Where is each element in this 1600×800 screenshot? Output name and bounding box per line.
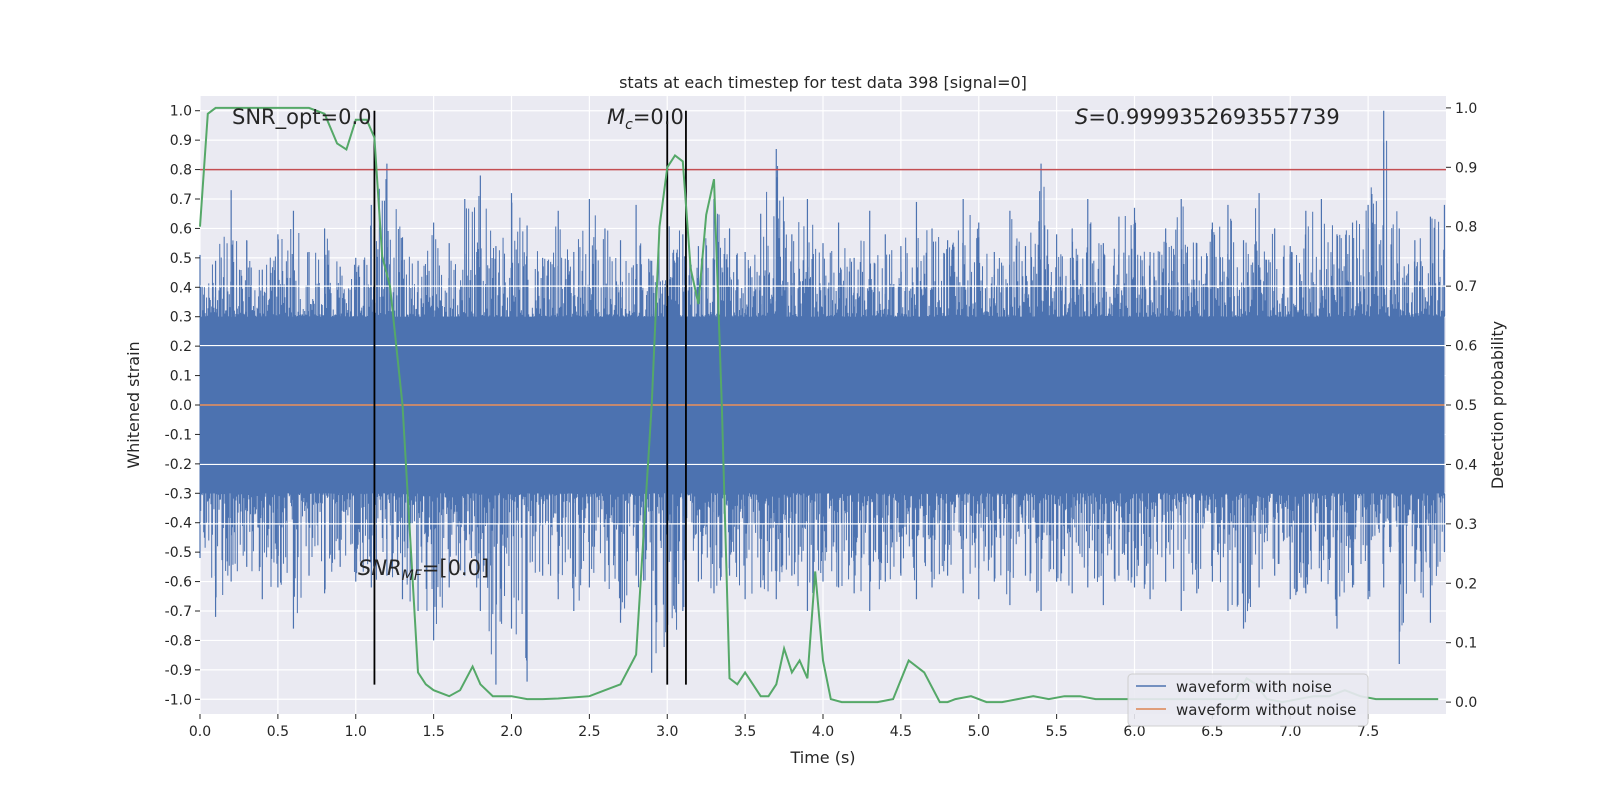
x-axis-ticks: 0.0 0.5 1.0 1.5 2.0 2.5 3.0 3.5 4.0 4.5 5.0 5.5 6.0 6… (189, 714, 1379, 740)
y-axis-left-ticks: 1.0 0.9 0.8 0.7 0.6 0.5 0.4 0.3 0.2 0.1 0.0 -0.1 -0.… (165, 104, 200, 708)
x-tick-label: 4.0 (812, 724, 834, 740)
y-right-tick-label: 0.8 (1455, 220, 1477, 236)
y-tick-label: -0.9 (165, 663, 192, 679)
y-tick-label: -0.6 (165, 575, 192, 591)
y-right-tick-label: 0.1 (1455, 636, 1477, 652)
y-tick-label: -0.2 (165, 457, 192, 473)
y-tick-label: 0.6 (170, 221, 192, 237)
y-right-tick-label: 0.0 (1455, 695, 1477, 711)
x-tick-label: 3.5 (734, 724, 756, 740)
y-tick-label: -0.7 (165, 604, 192, 620)
x-tick-label: 0.0 (189, 724, 211, 740)
x-tick-label: 1.5 (422, 724, 444, 740)
legend-label-clean: waveform without noise (1176, 701, 1356, 719)
y-right-tick-label: 0.2 (1455, 576, 1477, 592)
y-tick-label: -0.4 (165, 516, 192, 532)
x-tick-label: 0.5 (267, 724, 289, 740)
chart-title: stats at each timestep for test data 398… (619, 73, 1027, 92)
x-tick-label: 3.0 (656, 724, 678, 740)
y-tick-label: 0.4 (170, 280, 192, 296)
x-tick-label: 6.0 (1123, 724, 1145, 740)
y-tick-label: -0.1 (165, 427, 192, 443)
x-tick-label: 2.5 (578, 724, 600, 740)
y-tick-label: 0.2 (170, 339, 192, 355)
x-tick-label: 7.0 (1279, 724, 1301, 740)
annotation-snr-opt: SNR_opt=0.0 (232, 105, 372, 130)
legend-label-noise: waveform with noise (1176, 678, 1332, 696)
y-right-tick-label: 0.7 (1455, 279, 1477, 295)
y-tick-label: 0.1 (170, 369, 192, 385)
y-right-tick-label: 0.9 (1455, 160, 1477, 176)
y-tick-label: 0.3 (170, 310, 192, 326)
y-right-tick-label: 0.6 (1455, 339, 1477, 355)
y-tick-label: -0.5 (165, 545, 192, 561)
x-tick-label: 1.0 (345, 724, 367, 740)
y-tick-label: 0.8 (170, 163, 192, 179)
annotation-snr-mf: SNRMF=[0.0] (358, 556, 489, 584)
y-tick-label: -0.3 (165, 486, 192, 502)
annotation-chirp-mass: Mc=0.0 (607, 105, 684, 133)
y-axis-right-ticks: 1.0 0.9 0.8 0.7 0.6 0.5 0.4 0.3 0.2 0.1 0.0 (1446, 101, 1477, 711)
y-right-tick-label: 1.0 (1455, 101, 1477, 117)
annotation-statistic: S=0.9999352693557739 (1075, 105, 1340, 129)
y-right-tick-label: 0.5 (1455, 398, 1477, 414)
x-tick-label: 7.5 (1357, 724, 1379, 740)
y-tick-label: 0.0 (170, 398, 192, 414)
y-right-tick-label: 0.3 (1455, 517, 1477, 533)
y-tick-label: -0.8 (165, 633, 192, 649)
x-tick-label: 6.5 (1201, 724, 1223, 740)
y-tick-label: 1.0 (170, 104, 192, 120)
y-tick-label: -1.0 (165, 692, 192, 708)
y-tick-label: 0.7 (170, 192, 192, 208)
legend: waveform with noise waveform without noi… (1127, 673, 1369, 727)
x-tick-label: 5.5 (1045, 724, 1067, 740)
y-tick-label: 0.9 (170, 133, 192, 149)
x-tick-label: 5.0 (968, 724, 990, 740)
x-axis-label: Time (s) (789, 748, 855, 767)
y-axis-right-label: Detection probability (1488, 321, 1507, 489)
x-tick-label: 4.5 (890, 724, 912, 740)
x-tick-label: 2.0 (500, 724, 522, 740)
y-axis-label: Whitened strain (124, 341, 143, 468)
legend-box (1127, 673, 1369, 727)
y-tick-label: 0.5 (170, 251, 192, 267)
y-right-tick-label: 0.4 (1455, 457, 1477, 473)
